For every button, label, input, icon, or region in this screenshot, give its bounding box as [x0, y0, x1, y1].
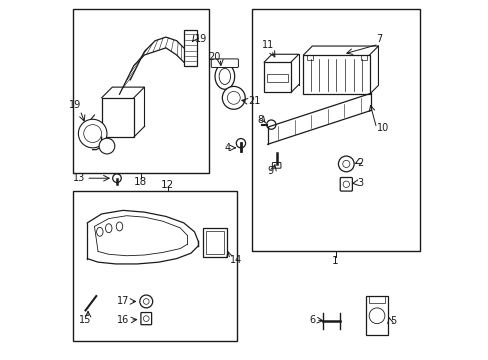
Bar	[360, 55, 366, 60]
Text: 17: 17	[117, 296, 129, 306]
Bar	[306, 55, 313, 60]
Text: 1: 1	[332, 256, 338, 266]
Circle shape	[140, 295, 152, 308]
Text: 9: 9	[266, 166, 272, 176]
Bar	[73, 9, 208, 173]
Bar	[266, 73, 287, 82]
Text: 3: 3	[356, 178, 363, 188]
Bar	[365, 296, 387, 336]
Text: 8: 8	[257, 115, 263, 125]
Text: 20: 20	[207, 52, 220, 62]
Circle shape	[266, 120, 275, 129]
Circle shape	[78, 119, 107, 148]
Ellipse shape	[219, 68, 230, 85]
Text: 4: 4	[224, 143, 230, 153]
Text: 16: 16	[117, 315, 129, 325]
FancyBboxPatch shape	[272, 162, 281, 168]
Bar	[251, 9, 419, 251]
Text: 13: 13	[73, 173, 85, 183]
Text: 6: 6	[309, 315, 315, 325]
Circle shape	[112, 174, 121, 183]
Text: 15: 15	[79, 315, 92, 325]
Text: 7: 7	[375, 33, 381, 44]
Text: 12: 12	[161, 180, 174, 190]
Text: 18: 18	[134, 177, 147, 187]
Circle shape	[99, 138, 115, 154]
Circle shape	[338, 156, 353, 172]
Text: 21: 21	[247, 96, 260, 107]
Bar	[264, 62, 290, 93]
Circle shape	[83, 125, 102, 143]
Bar	[368, 296, 384, 302]
Bar	[73, 191, 237, 341]
FancyBboxPatch shape	[340, 177, 352, 191]
Text: 14: 14	[230, 255, 242, 265]
Text: 2: 2	[356, 158, 363, 168]
Bar	[102, 98, 134, 137]
Circle shape	[236, 139, 245, 148]
Text: 5: 5	[389, 316, 396, 326]
Text: 11: 11	[261, 40, 273, 50]
FancyBboxPatch shape	[211, 59, 238, 67]
Ellipse shape	[215, 64, 234, 89]
Bar	[303, 55, 369, 94]
Bar	[203, 228, 226, 257]
Text: 19: 19	[194, 34, 206, 44]
Text: 10: 10	[376, 123, 388, 133]
Circle shape	[222, 86, 244, 109]
FancyBboxPatch shape	[141, 312, 151, 325]
Bar	[183, 30, 197, 66]
Text: 19: 19	[68, 100, 81, 110]
Bar	[205, 231, 224, 254]
